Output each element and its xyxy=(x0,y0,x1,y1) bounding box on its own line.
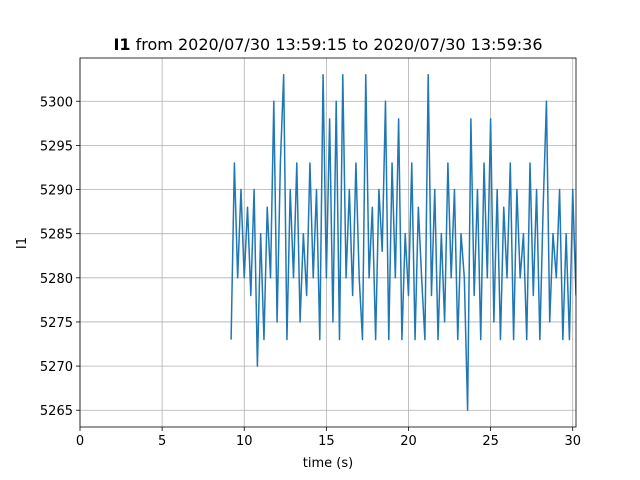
y-tick-label: 5265 xyxy=(40,404,73,419)
x-tick-label: 15 xyxy=(318,434,335,449)
chart-title: I1 from 2020/07/30 13:59:15 to 2020/07/3… xyxy=(113,35,542,54)
plot-frame xyxy=(79,57,577,428)
x-tick-label: 25 xyxy=(482,434,499,449)
x-axis-label: time (s) xyxy=(303,456,353,471)
data-line xyxy=(230,74,576,411)
x-tick-label: 10 xyxy=(236,434,253,449)
y-tick-label: 5270 xyxy=(40,360,73,375)
title-rest: from 2020/07/30 13:59:15 to 2020/07/30 1… xyxy=(136,35,543,54)
x-tick-label: 0 xyxy=(76,434,84,449)
y-tick-label: 5300 xyxy=(40,95,73,110)
x-tick-label: 20 xyxy=(400,434,417,449)
y-tick-label: 5280 xyxy=(40,272,73,287)
y-tick-label: 5285 xyxy=(40,228,73,243)
y-tick-label: 5275 xyxy=(40,316,73,331)
y-tick-label: 5295 xyxy=(40,139,73,154)
x-tick-label: 30 xyxy=(564,434,581,449)
y-axis-label: I1 xyxy=(15,237,30,249)
y-tick-label: 5290 xyxy=(40,184,73,199)
x-tick-label: 5 xyxy=(158,434,166,449)
title-bold: I1 xyxy=(113,35,130,54)
